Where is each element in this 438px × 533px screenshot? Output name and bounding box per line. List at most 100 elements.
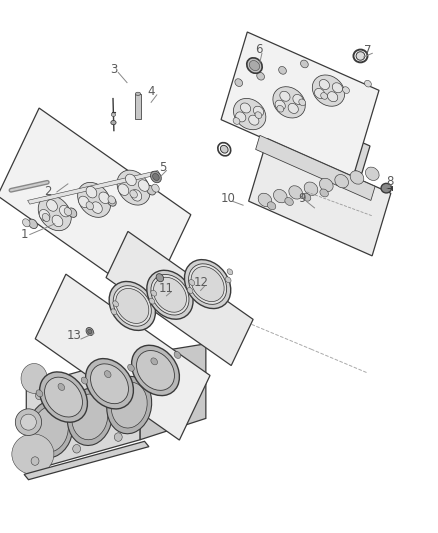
Ellipse shape bbox=[116, 288, 149, 324]
Ellipse shape bbox=[302, 193, 311, 201]
Ellipse shape bbox=[350, 171, 364, 184]
Ellipse shape bbox=[335, 174, 349, 188]
Ellipse shape bbox=[254, 106, 264, 116]
Ellipse shape bbox=[275, 100, 285, 110]
Ellipse shape bbox=[300, 60, 308, 68]
Ellipse shape bbox=[227, 269, 233, 275]
Ellipse shape bbox=[81, 377, 88, 384]
Ellipse shape bbox=[233, 118, 240, 124]
Ellipse shape bbox=[152, 173, 159, 181]
Ellipse shape bbox=[152, 184, 159, 192]
Ellipse shape bbox=[107, 376, 152, 434]
Ellipse shape bbox=[320, 189, 328, 197]
Ellipse shape bbox=[119, 382, 127, 391]
Text: 10: 10 bbox=[220, 192, 235, 205]
Ellipse shape bbox=[118, 184, 129, 196]
Ellipse shape bbox=[21, 364, 47, 393]
Ellipse shape bbox=[249, 61, 260, 70]
Ellipse shape bbox=[78, 182, 111, 217]
Polygon shape bbox=[106, 231, 253, 366]
Ellipse shape bbox=[113, 286, 152, 326]
Ellipse shape bbox=[104, 370, 111, 378]
Ellipse shape bbox=[86, 201, 94, 210]
Ellipse shape bbox=[39, 209, 50, 221]
Ellipse shape bbox=[151, 274, 189, 315]
Ellipse shape bbox=[52, 215, 63, 227]
Text: 5: 5 bbox=[159, 161, 166, 174]
Ellipse shape bbox=[151, 358, 158, 365]
Polygon shape bbox=[26, 354, 140, 472]
Text: 2: 2 bbox=[44, 185, 52, 198]
Ellipse shape bbox=[273, 87, 305, 118]
Ellipse shape bbox=[147, 270, 193, 319]
Ellipse shape bbox=[356, 52, 365, 60]
Ellipse shape bbox=[109, 281, 155, 330]
Ellipse shape bbox=[258, 193, 272, 207]
Ellipse shape bbox=[91, 364, 128, 403]
Ellipse shape bbox=[28, 219, 37, 229]
Ellipse shape bbox=[64, 207, 72, 216]
Ellipse shape bbox=[293, 94, 303, 104]
Polygon shape bbox=[28, 171, 160, 204]
Ellipse shape bbox=[32, 406, 68, 452]
Ellipse shape bbox=[277, 106, 284, 112]
Ellipse shape bbox=[88, 329, 92, 334]
Ellipse shape bbox=[236, 112, 246, 122]
Ellipse shape bbox=[111, 112, 116, 117]
Ellipse shape bbox=[188, 264, 227, 304]
Ellipse shape bbox=[381, 183, 392, 193]
Ellipse shape bbox=[233, 99, 266, 130]
Polygon shape bbox=[12, 167, 177, 302]
Ellipse shape bbox=[156, 273, 164, 282]
Ellipse shape bbox=[353, 50, 367, 62]
Ellipse shape bbox=[312, 75, 345, 106]
Ellipse shape bbox=[147, 185, 155, 195]
Ellipse shape bbox=[151, 171, 161, 183]
Ellipse shape bbox=[127, 364, 134, 372]
Ellipse shape bbox=[273, 189, 287, 203]
Ellipse shape bbox=[113, 301, 119, 307]
Ellipse shape bbox=[235, 79, 243, 86]
Ellipse shape bbox=[288, 103, 298, 114]
Ellipse shape bbox=[151, 290, 157, 296]
Ellipse shape bbox=[314, 88, 325, 99]
Text: 8: 8 bbox=[386, 175, 393, 188]
Ellipse shape bbox=[72, 394, 108, 440]
Text: 3: 3 bbox=[110, 63, 117, 76]
Ellipse shape bbox=[255, 112, 262, 118]
Ellipse shape bbox=[99, 192, 110, 204]
Ellipse shape bbox=[304, 182, 318, 196]
Ellipse shape bbox=[108, 196, 116, 204]
Text: 12: 12 bbox=[194, 276, 209, 289]
Ellipse shape bbox=[280, 91, 290, 101]
Polygon shape bbox=[135, 94, 141, 119]
Ellipse shape bbox=[220, 146, 228, 153]
Ellipse shape bbox=[78, 196, 89, 208]
Ellipse shape bbox=[86, 187, 97, 198]
Ellipse shape bbox=[343, 87, 350, 93]
Ellipse shape bbox=[114, 433, 122, 441]
Text: 13: 13 bbox=[67, 329, 82, 342]
Ellipse shape bbox=[131, 190, 142, 201]
Ellipse shape bbox=[189, 279, 195, 286]
Ellipse shape bbox=[111, 309, 117, 315]
Ellipse shape bbox=[58, 383, 65, 391]
Ellipse shape bbox=[15, 409, 42, 435]
Ellipse shape bbox=[247, 58, 262, 74]
Ellipse shape bbox=[21, 414, 36, 430]
Polygon shape bbox=[24, 441, 149, 480]
Polygon shape bbox=[140, 344, 206, 440]
Text: 6: 6 bbox=[254, 43, 262, 56]
Ellipse shape bbox=[138, 180, 149, 191]
Ellipse shape bbox=[249, 115, 259, 125]
Ellipse shape bbox=[67, 388, 112, 446]
Ellipse shape bbox=[12, 434, 54, 474]
Polygon shape bbox=[256, 135, 375, 200]
Ellipse shape bbox=[319, 178, 333, 192]
Ellipse shape bbox=[149, 298, 155, 304]
Ellipse shape bbox=[46, 200, 57, 211]
Text: 1: 1 bbox=[20, 228, 28, 241]
Ellipse shape bbox=[365, 167, 379, 181]
Ellipse shape bbox=[60, 205, 71, 217]
Ellipse shape bbox=[77, 387, 85, 396]
